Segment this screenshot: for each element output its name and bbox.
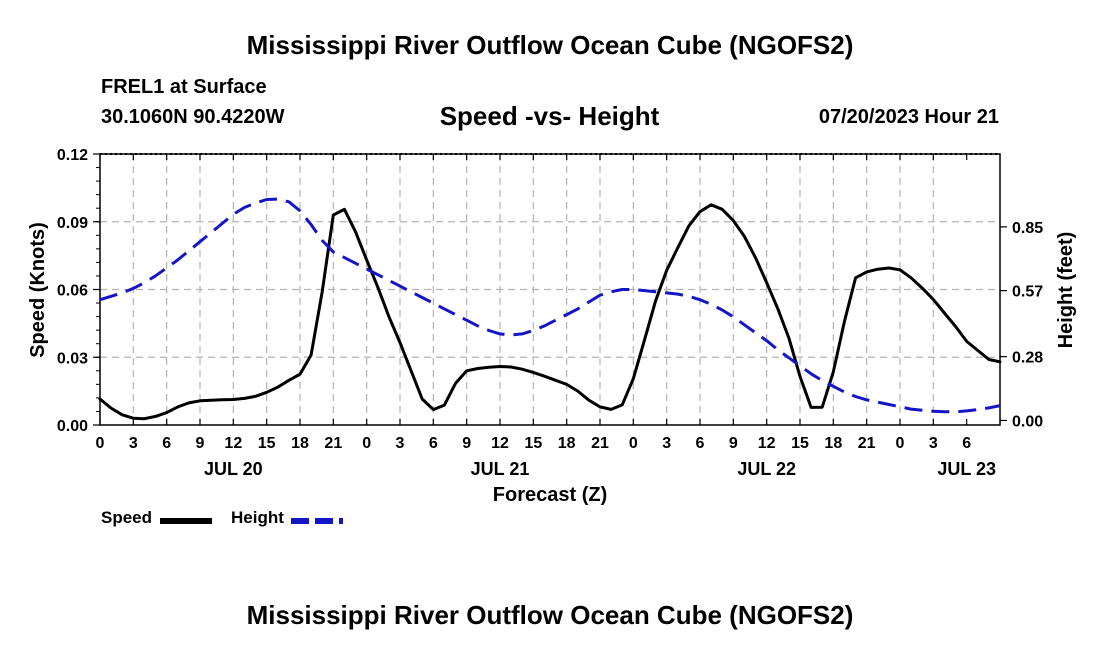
x-tick-label: 6	[962, 435, 971, 452]
x-tick-label: 3	[929, 435, 938, 452]
axis-ticks: 0 3 6 9 12 15 18 21 0 3 6 9 12 15 18 21 0 3 6 9 12 15 18 21 0 3 6 J…	[57, 147, 1043, 479]
x-tick-label: 12	[758, 435, 776, 452]
x-tick-label: 0	[362, 435, 371, 452]
x-tick-label: 18	[824, 435, 842, 452]
series-layer	[98, 197, 1002, 421]
x-tick-label: 21	[591, 435, 609, 452]
x-tick-label: 9	[462, 435, 471, 452]
legend-speed-swatch	[160, 518, 212, 524]
y2-tick-label: 0.57	[1012, 284, 1043, 301]
chart-subtitle: Speed -vs- Height	[439, 101, 660, 131]
day-label: JUL 22	[737, 459, 796, 479]
x-axis-label: Forecast (Z)	[493, 484, 607, 506]
x-tick-label: 6	[162, 435, 171, 452]
y-tick-label: 0.06	[57, 283, 88, 300]
y-tick-label: 0.12	[57, 147, 88, 164]
x-tick-label: 12	[224, 435, 242, 452]
x-tick-label: 3	[396, 435, 405, 452]
x-tick-label: 6	[696, 435, 705, 452]
x-tick-label: 9	[729, 435, 738, 452]
forecast-date: 07/20/2023 Hour 21	[818, 106, 999, 128]
x-tick-label: 15	[524, 435, 542, 452]
y2-tick-label: 0.28	[1012, 350, 1043, 367]
footer-title: Mississippi River Outflow Ocean Cube (NG…	[246, 600, 854, 630]
series-line-speed	[98, 203, 1002, 421]
x-tick-label: 12	[491, 435, 509, 452]
legend-height-swatch	[291, 518, 343, 524]
chart-title: Mississippi River Outflow Ocean Cube (NG…	[246, 30, 854, 60]
station-label: FREL1 at Surface	[101, 76, 267, 98]
x-tick-label: 0	[629, 435, 638, 452]
x-tick-label: 18	[291, 435, 309, 452]
x-tick-label: 21	[858, 435, 876, 452]
station-coordinates: 30.1060N 90.4220W	[101, 106, 285, 128]
x-tick-label: 15	[258, 435, 276, 452]
y-tick-label: 0.03	[57, 350, 88, 367]
x-tick-label: 9	[196, 435, 205, 452]
y-axis-label: Speed (Knots)	[27, 222, 49, 358]
x-tick-label: 0	[896, 435, 905, 452]
x-tick-label: 3	[662, 435, 671, 452]
gridlines	[100, 154, 1000, 425]
day-label: JUL 21	[471, 459, 530, 479]
axis-labels: Forecast (Z) Speed (Knots) Height (feet)	[27, 222, 1077, 506]
day-label: JUL 23	[937, 459, 996, 479]
y-tick-label: 0.09	[57, 215, 88, 232]
y2-axis-label: Height (feet)	[1055, 232, 1077, 349]
x-tick-label: 6	[429, 435, 438, 452]
legend-speed-label: Speed	[101, 508, 153, 527]
day-label: JUL 20	[204, 459, 263, 479]
y2-tick-label: 0.00	[1012, 413, 1043, 430]
x-tick-label: 18	[558, 435, 576, 452]
x-tick-label: 21	[324, 435, 342, 452]
y-tick-label: 0.00	[57, 418, 88, 435]
y2-tick-label: 0.85	[1012, 220, 1043, 237]
x-tick-label: 15	[791, 435, 809, 452]
legend-height-label: Height	[231, 508, 284, 527]
x-tick-label: 3	[129, 435, 138, 452]
series-line-height	[99, 197, 1001, 414]
x-tick-label: 0	[96, 435, 105, 452]
